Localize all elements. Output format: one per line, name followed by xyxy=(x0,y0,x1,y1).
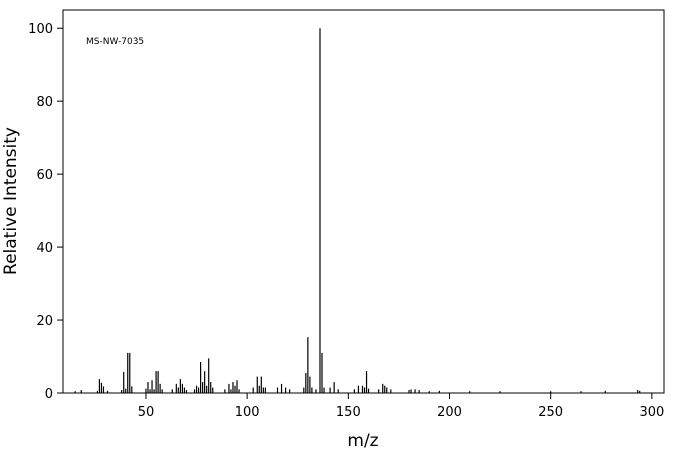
x-axis-label: m/z xyxy=(347,431,378,451)
x-tick-label: 300 xyxy=(639,405,664,420)
y-tick-label: 80 xyxy=(36,95,53,110)
y-axis-label: Relative Intensity xyxy=(1,127,21,275)
x-tick-label: 150 xyxy=(336,405,361,420)
x-tick-label: 250 xyxy=(538,405,563,420)
y-tick-label: 0 xyxy=(45,387,53,402)
x-tick-label: 100 xyxy=(235,405,260,420)
annotation: MS-NW-7035 xyxy=(86,37,144,47)
y-tick-label: 40 xyxy=(36,241,53,256)
x-tick-label: 200 xyxy=(437,405,462,420)
plot-frame xyxy=(62,9,665,394)
y-tick-label: 20 xyxy=(36,314,53,329)
y-tick-label: 60 xyxy=(36,168,53,183)
x-tick-label: 50 xyxy=(138,405,155,420)
y-tick-label: 100 xyxy=(28,22,53,37)
